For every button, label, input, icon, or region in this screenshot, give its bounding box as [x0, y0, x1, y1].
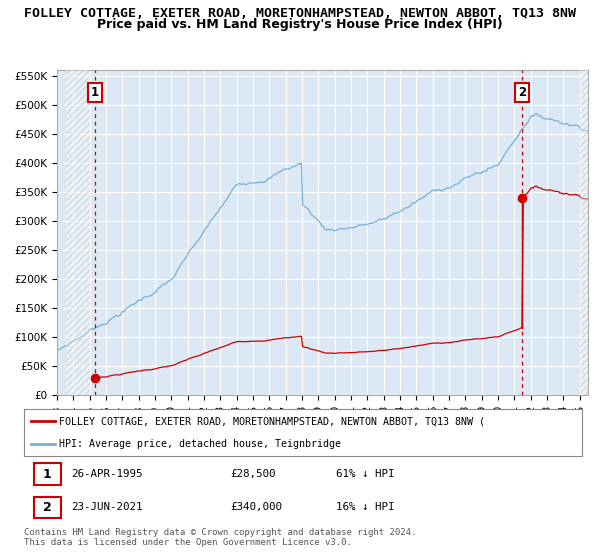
Text: £28,500: £28,500	[230, 469, 276, 479]
Text: FOLLEY COTTAGE, EXETER ROAD, MORETONHAMPSTEAD, NEWTON ABBOT, TQ13 8NW (: FOLLEY COTTAGE, EXETER ROAD, MORETONHAMP…	[59, 416, 485, 426]
Text: 2: 2	[43, 501, 52, 514]
Text: 1: 1	[91, 86, 99, 99]
Text: Contains HM Land Registry data © Crown copyright and database right 2024.
This d: Contains HM Land Registry data © Crown c…	[24, 528, 416, 547]
Bar	[580, 70, 588, 395]
Bar	[67, 70, 89, 395]
FancyBboxPatch shape	[34, 464, 61, 486]
FancyBboxPatch shape	[34, 497, 61, 519]
Text: FOLLEY COTTAGE, EXETER ROAD, MORETONHAMPSTEAD, NEWTON ABBOT, TQ13 8NW: FOLLEY COTTAGE, EXETER ROAD, MORETONHAMP…	[24, 7, 576, 20]
Text: 61% ↓ HPI: 61% ↓ HPI	[337, 469, 395, 479]
Text: 16% ↓ HPI: 16% ↓ HPI	[337, 502, 395, 512]
Text: 23-JUN-2021: 23-JUN-2021	[71, 502, 143, 512]
Text: 1: 1	[43, 468, 52, 481]
Text: £340,000: £340,000	[230, 502, 283, 512]
Text: HPI: Average price, detached house, Teignbridge: HPI: Average price, detached house, Teig…	[59, 439, 341, 449]
Text: 2: 2	[518, 86, 526, 99]
Text: Price paid vs. HM Land Registry's House Price Index (HPI): Price paid vs. HM Land Registry's House …	[97, 18, 503, 31]
Text: 26-APR-1995: 26-APR-1995	[71, 469, 143, 479]
